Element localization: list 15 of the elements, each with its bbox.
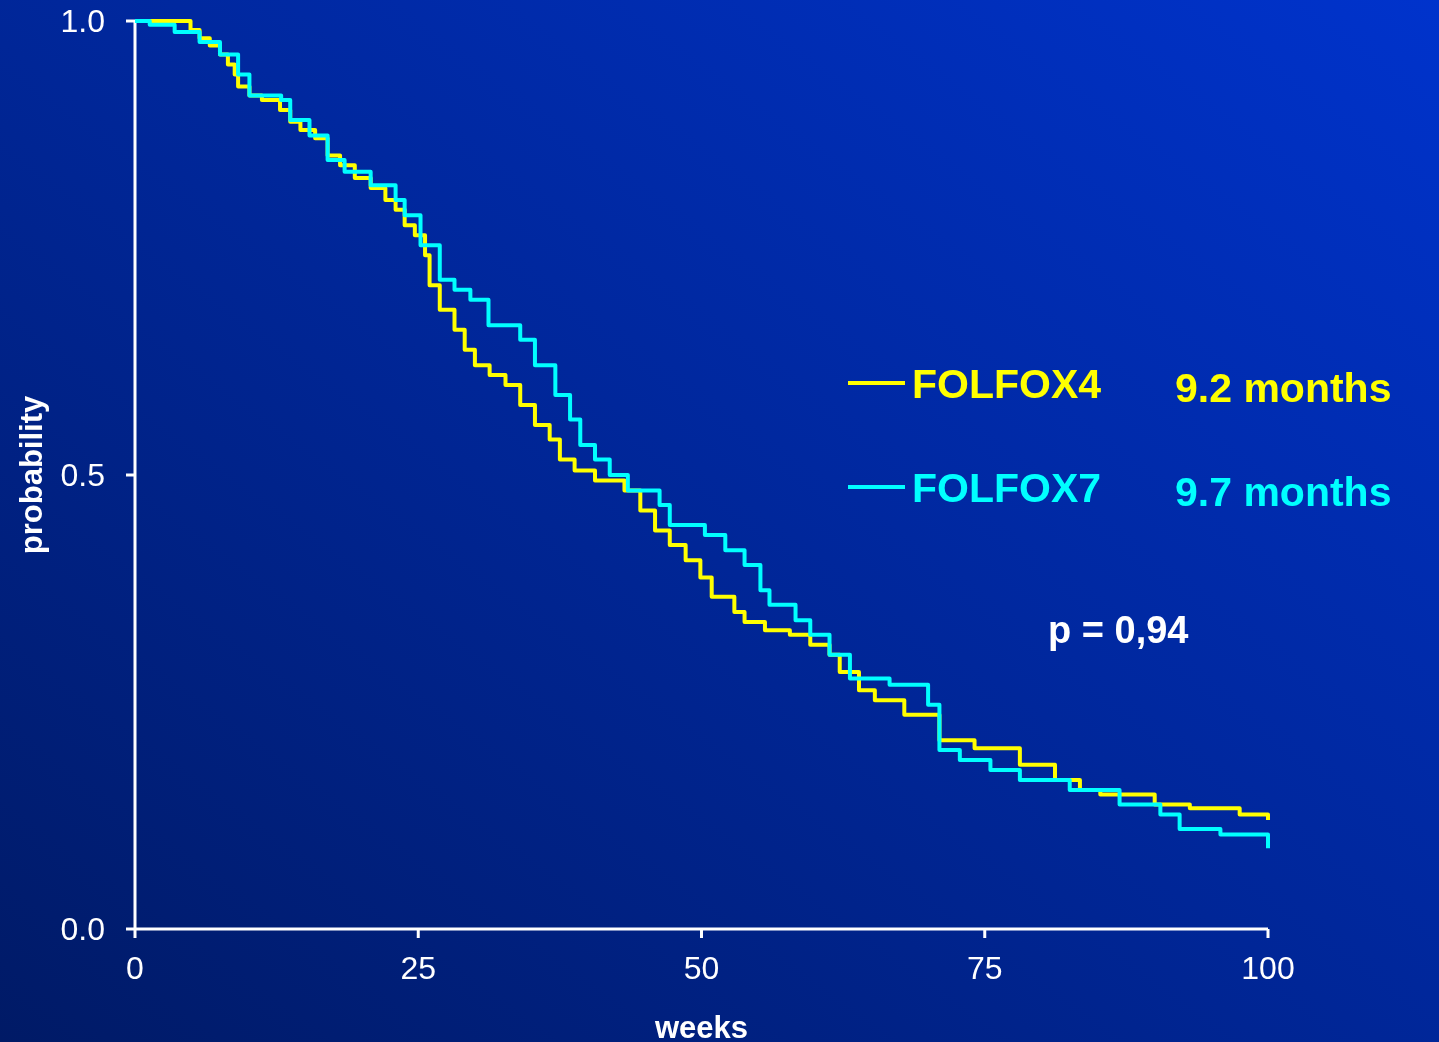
annotation: p = 0,94 xyxy=(1048,609,1189,651)
x-tick-label: 100 xyxy=(1241,950,1295,986)
legend-label: FOLFOX7 xyxy=(912,465,1102,511)
y-axis-title: probability xyxy=(14,395,49,555)
x-tick-label: 25 xyxy=(400,950,437,986)
legend-label: FOLFOX4 xyxy=(912,361,1102,407)
y-tick-label: 0.5 xyxy=(60,457,105,493)
x-tick-label: 75 xyxy=(966,950,1003,986)
y-tick-label: 0.0 xyxy=(60,911,105,947)
annotation: 9.7 months xyxy=(1175,469,1392,515)
x-tick-label: 50 xyxy=(683,950,720,986)
x-axis-title: weeks xyxy=(653,1010,749,1042)
y-tick-label: 1.0 xyxy=(60,3,105,39)
annotation: 9.2 months xyxy=(1175,365,1392,411)
x-tick-label: 0 xyxy=(126,950,144,986)
